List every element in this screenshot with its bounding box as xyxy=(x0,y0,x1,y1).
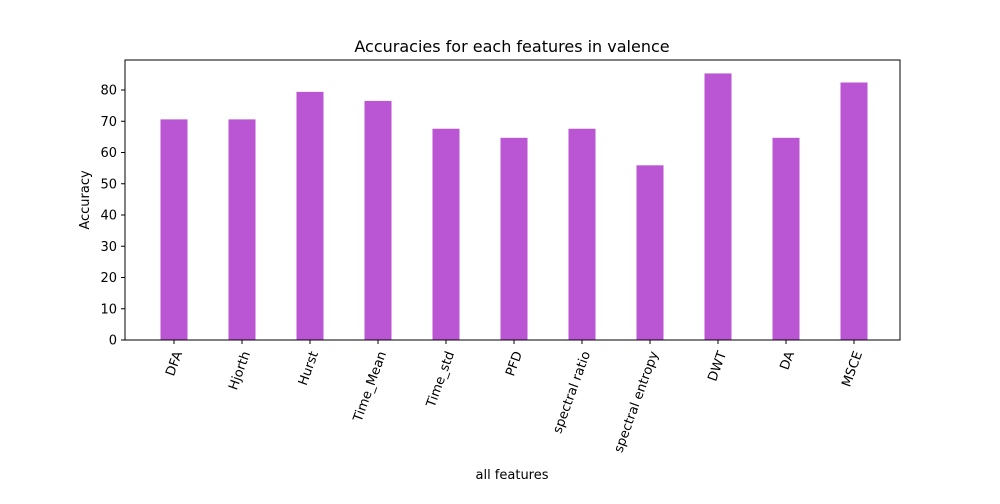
x-tick-label: MSCE xyxy=(839,349,866,389)
bar-msce xyxy=(840,82,868,340)
x-tick-label: Hurst xyxy=(296,349,322,387)
bar-dfa xyxy=(160,119,188,341)
x-tick-label: Time_Mean xyxy=(350,349,390,424)
y-tick-label: 0 xyxy=(109,334,117,349)
x-tick-label: DWT xyxy=(705,349,730,383)
bar-time-mean xyxy=(364,100,392,340)
y-tick-label: 50 xyxy=(100,177,117,192)
x-tick-label: spectral ratio xyxy=(550,349,594,435)
y-tick-label: 30 xyxy=(100,240,117,255)
y-tick-label: 10 xyxy=(100,302,117,317)
bar-da xyxy=(772,137,800,340)
bar-dwt xyxy=(704,73,732,340)
y-axis-label: Accuracy xyxy=(78,170,93,230)
plot-area: 0 10 20 30 40 50 60 70 80 DFA Hjorth Hurst Time_Mean… xyxy=(100,59,901,455)
axes-frame xyxy=(124,59,901,341)
y-tick-label: 70 xyxy=(100,115,117,130)
chart-title: Accuracies for each features in valence xyxy=(354,37,669,56)
x-axis-label: all features xyxy=(475,468,548,483)
bar-spectral-ratio xyxy=(568,128,596,340)
x-tick-label: Time_std xyxy=(424,349,458,410)
y-tick-label: 80 xyxy=(100,84,117,99)
x-tick-label: PFD xyxy=(503,349,526,378)
bar-spectral-entropy xyxy=(636,165,664,340)
x-tick-label: spectral entropy xyxy=(611,349,662,455)
x-tick-label: Hjorth xyxy=(226,349,254,392)
x-tick-label: DFA xyxy=(163,349,186,378)
bar-pfd xyxy=(500,137,528,340)
y-tick-label: 60 xyxy=(100,146,117,161)
bar-hurst xyxy=(296,91,324,341)
y-tick-label: 40 xyxy=(100,209,117,224)
bar-time-std xyxy=(432,128,460,340)
y-tick-label: 20 xyxy=(100,271,117,286)
bar-hjorth xyxy=(228,119,256,341)
x-tick-label: DA xyxy=(778,349,799,372)
